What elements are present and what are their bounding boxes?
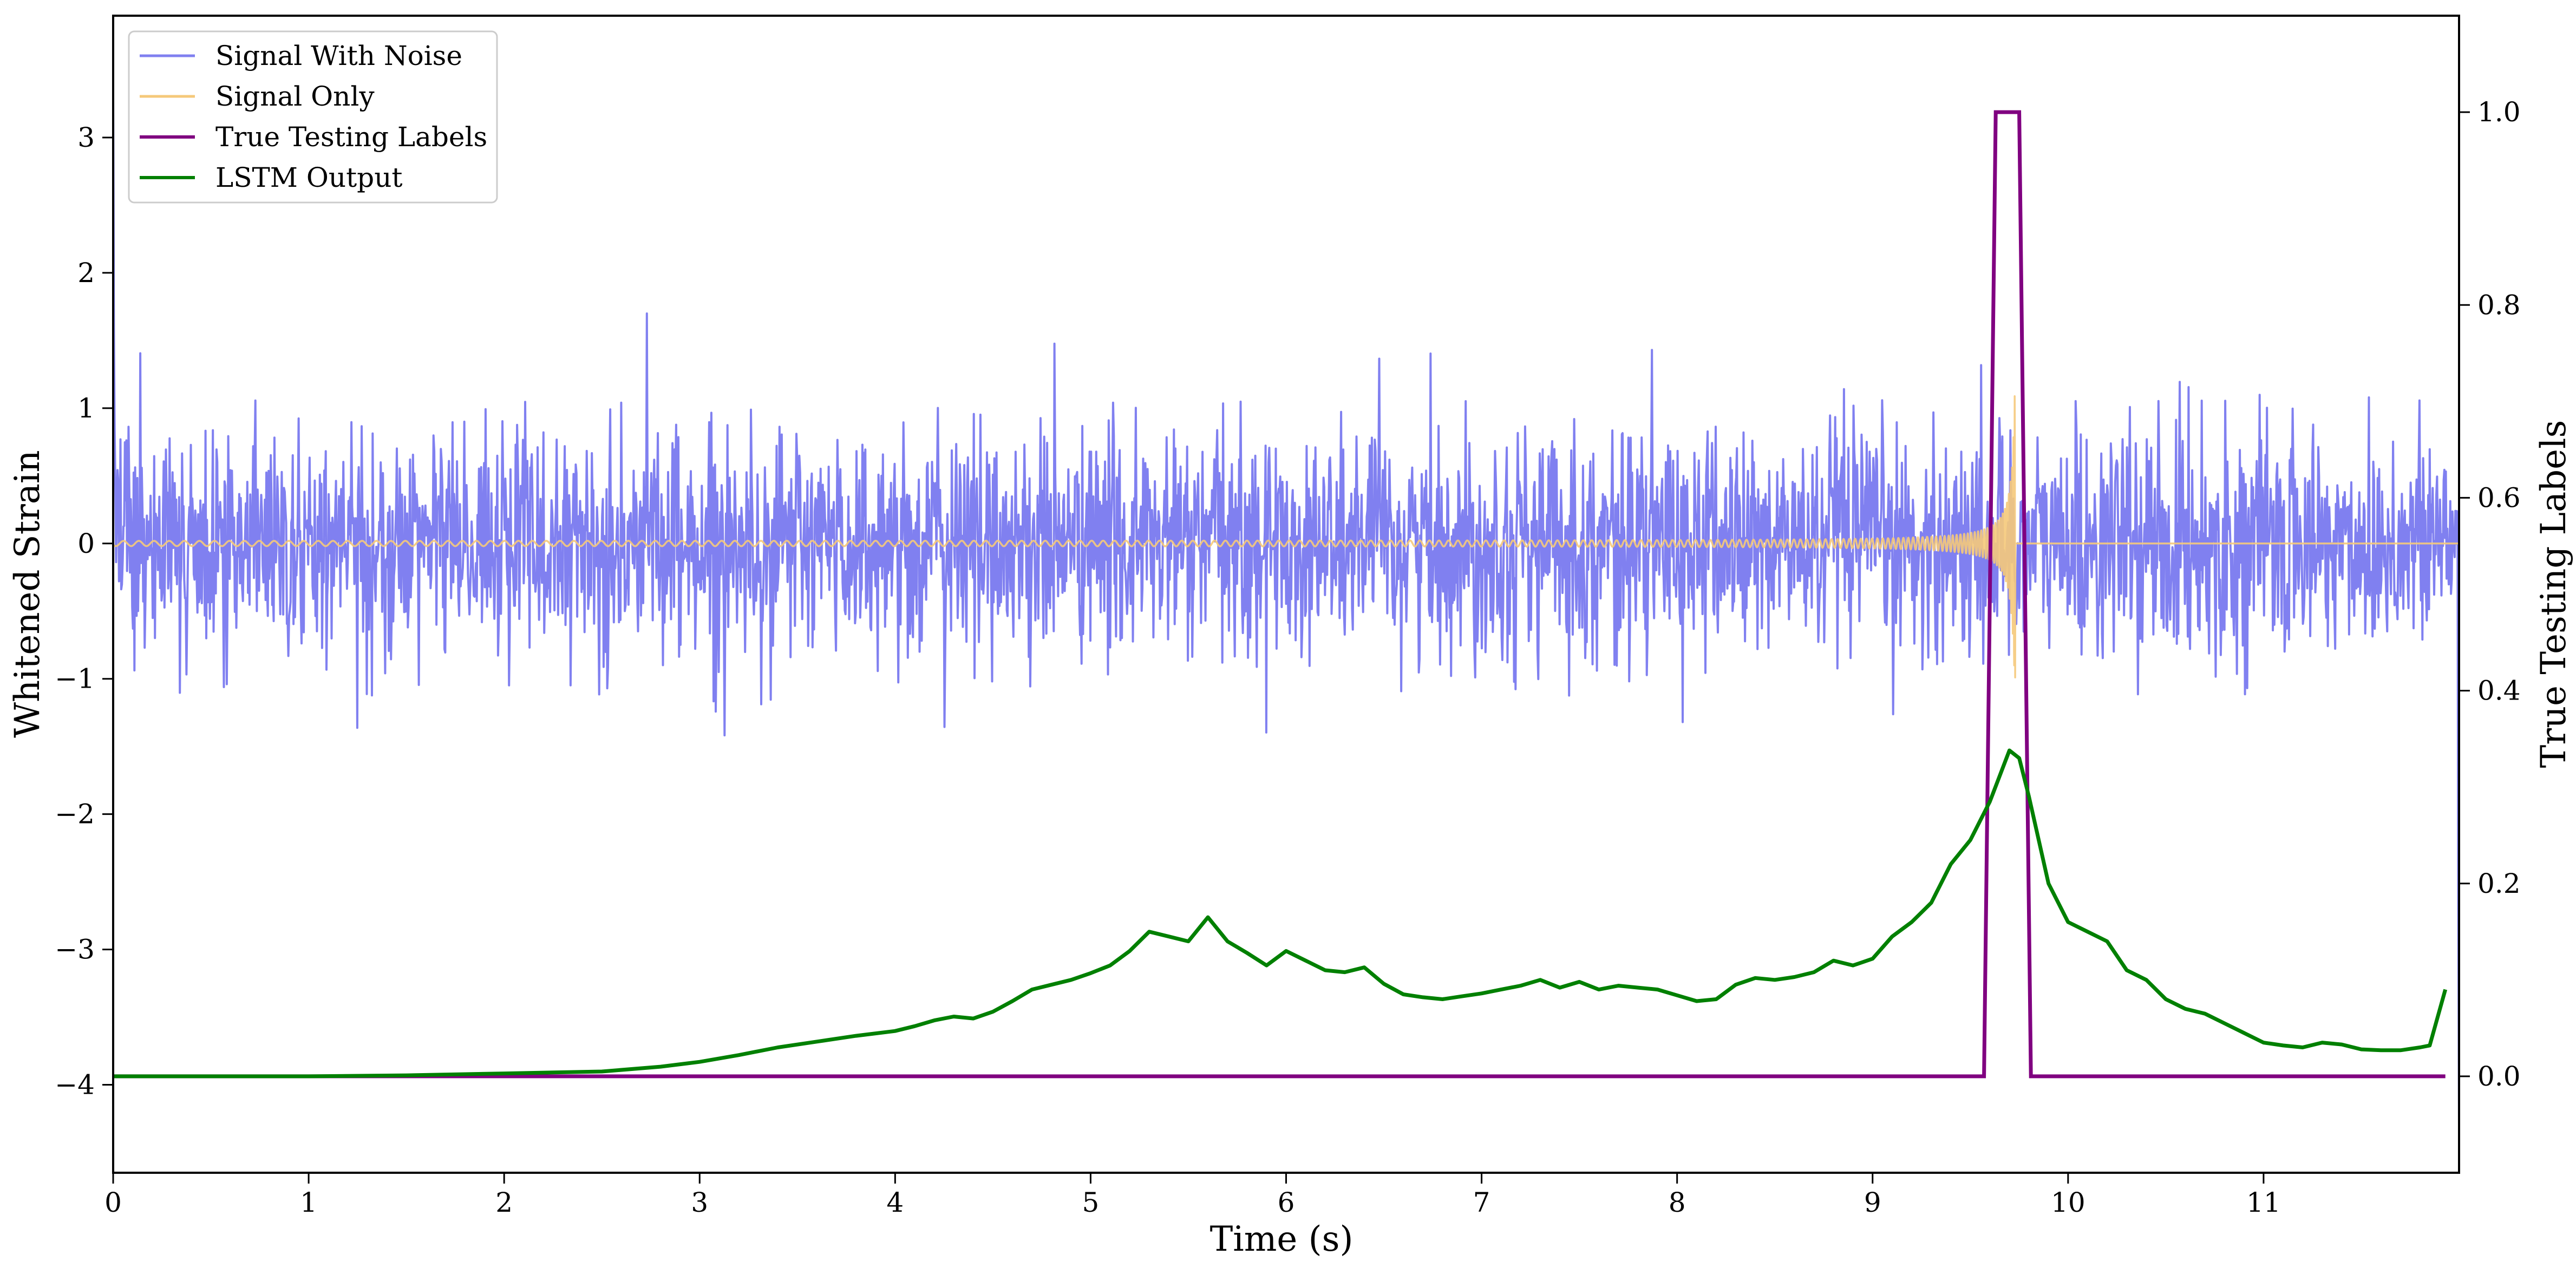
y2-tick-label: 1.0 (2477, 96, 2521, 128)
x-axis-title: Time (s) (1210, 1219, 1354, 1259)
y2-tick-label: 0.4 (2477, 675, 2521, 707)
series-line-true-testing-labels (113, 110, 2446, 1079)
y-axis-left-title: Whitened Strain (8, 450, 48, 737)
series-line-signal-only (113, 395, 2459, 678)
y-tick-label: 3 (77, 122, 95, 153)
legend-label-lstm-output: LSTM Output (215, 162, 402, 193)
series-line-signal-with-noise (113, 96, 2459, 1126)
y-tick-label: −4 (55, 1069, 95, 1101)
y-axis-right-title: True Testing Labels (2534, 420, 2574, 768)
x-tick-label: 8 (1669, 1187, 1686, 1218)
x-tick-label: 1 (300, 1187, 317, 1218)
legend: Signal With Noise Signal Only True Testi… (128, 30, 498, 204)
y-tick-label: 0 (77, 528, 95, 559)
x-tick-label: 11 (2246, 1187, 2281, 1218)
y-tick-label: −3 (55, 934, 95, 965)
y-axis-left: −4 −3 −2 −1 0 1 2 3 (55, 122, 113, 1101)
x-tick-label: 0 (104, 1187, 122, 1218)
y-tick-label: −2 (55, 799, 95, 830)
y-tick-label: −1 (55, 663, 95, 695)
y2-tick-label: 0.2 (2477, 868, 2521, 899)
y-axis-right: 0.0 0.2 0.4 0.6 0.8 1.0 (2459, 96, 2521, 1092)
y-tick-label: 2 (77, 257, 95, 289)
x-tick-label: 9 (1864, 1187, 1881, 1218)
x-tick-label: 4 (886, 1187, 904, 1218)
x-tick-label: 10 (2051, 1187, 2085, 1218)
legend-box (128, 30, 498, 204)
x-tick-label: 5 (1082, 1187, 1100, 1218)
legend-label-signal-only: Signal Only (215, 81, 375, 112)
series-line-lstm-output (113, 748, 2448, 1079)
plot-area (113, 96, 2459, 1126)
legend-label-true-testing-labels: True Testing Labels (215, 121, 487, 153)
x-axis: 0 1 2 3 4 5 6 7 8 9 10 11 (104, 1173, 2281, 1218)
x-tick-label: 7 (1473, 1187, 1490, 1218)
y-tick-label: 1 (77, 393, 95, 424)
y2-tick-label: 0.6 (2477, 482, 2521, 513)
x-tick-label: 6 (1278, 1187, 1295, 1218)
legend-label-signal-with-noise: Signal With Noise (215, 40, 462, 71)
y2-tick-label: 0.8 (2477, 289, 2521, 321)
x-tick-label: 3 (691, 1187, 708, 1218)
x-tick-label: 2 (495, 1187, 513, 1218)
y2-tick-label: 0.0 (2477, 1061, 2521, 1092)
